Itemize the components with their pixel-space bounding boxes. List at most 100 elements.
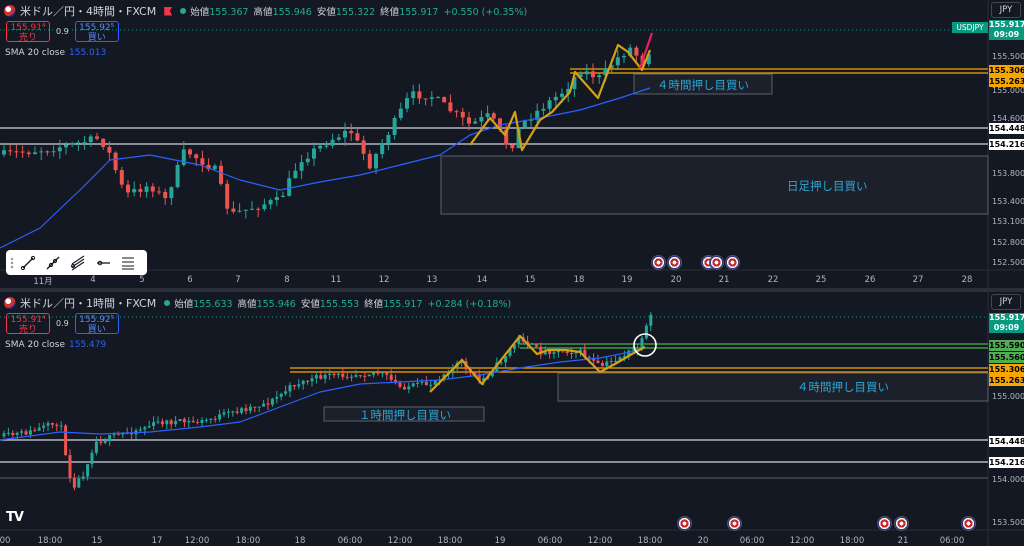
candle-body <box>231 411 235 413</box>
sma-legend[interactable]: SMA 20 close 155.013 <box>5 48 106 58</box>
time-axis-label: 18:00 <box>235 536 261 546</box>
us-event-icon[interactable] <box>895 517 908 530</box>
last-price: 155.917 <box>989 313 1024 322</box>
candle-body <box>587 357 591 359</box>
candle-body <box>206 164 211 170</box>
candle-body <box>42 425 46 428</box>
candle-body <box>174 421 178 425</box>
ohlc-value: +0.284 (+0.18%) <box>427 299 512 310</box>
flag-icon[interactable] <box>164 6 173 16</box>
time-axis-label: 18:00 <box>839 536 865 546</box>
us-event-icon[interactable] <box>878 517 891 530</box>
candle-body <box>473 121 478 124</box>
candle-body <box>107 146 112 153</box>
candle-body <box>50 423 54 425</box>
drag-handle-icon[interactable] <box>10 256 14 269</box>
buy-label: 買い <box>87 33 106 43</box>
candle-body <box>372 372 376 375</box>
candle-body <box>150 186 155 192</box>
candle-body <box>101 138 106 147</box>
candle-body <box>547 100 552 109</box>
ohlc-key: 終値 <box>364 299 384 310</box>
candle-body <box>262 403 266 407</box>
candle-body <box>297 384 301 387</box>
level-tag: 154.216 <box>989 139 1024 150</box>
candle-body <box>600 362 604 367</box>
spread-value: 0.9 <box>56 27 69 36</box>
pane-divider[interactable] <box>0 288 1024 292</box>
candle-body <box>95 136 99 139</box>
us-event-icon[interactable] <box>652 256 665 269</box>
zone-label-4h-pullback[interactable]: ４時間押し目買い <box>797 380 889 394</box>
candle-body <box>386 134 391 144</box>
sell-button[interactable]: 155.91⁴ 売り <box>6 313 50 335</box>
level-tag: 154.216 <box>989 457 1024 468</box>
buy-button[interactable]: 155.92⁵ 買い <box>74 313 119 335</box>
zone-label-4h-pullback[interactable]: ４時間押し目買い <box>657 78 749 92</box>
symbol-title[interactable]: 米ドル／円・4時間・FXCM <box>20 5 157 18</box>
candle-body <box>498 118 502 130</box>
candle-body <box>411 383 415 387</box>
candle-body <box>181 149 186 165</box>
candle-body <box>59 425 63 427</box>
symbol-title[interactable]: 米ドル／円・1時間・FXCM <box>20 297 157 310</box>
sell-button[interactable]: 155.91⁴ 売り <box>6 21 50 43</box>
highlight-circle <box>633 333 657 357</box>
jp-event-icon[interactable] <box>962 517 975 530</box>
candle-body <box>244 408 248 411</box>
candle-body <box>160 421 164 425</box>
candle-body <box>130 433 134 435</box>
candle-body <box>305 158 310 163</box>
price-axis-label: 155.000 <box>992 86 1024 95</box>
candle-body <box>504 129 509 145</box>
plot-area <box>0 0 988 270</box>
us-event-icon[interactable] <box>678 517 691 530</box>
candle-body <box>460 111 465 118</box>
candle-body <box>627 350 631 357</box>
candle-body <box>411 91 416 99</box>
candle-body <box>565 351 569 354</box>
zone-label-1h-pullback[interactable]: １時間押し目買い <box>359 408 451 422</box>
sma-legend[interactable]: SMA 20 close 155.479 <box>5 340 106 350</box>
chart-pane-4h[interactable]: 米ドル／円・4時間・FXCM 始値155.367 高値155.946 安値155.3… <box>0 0 1024 288</box>
ray-icon[interactable] <box>42 253 64 273</box>
currency-button[interactable]: JPY <box>991 294 1021 310</box>
fib-icon[interactable] <box>117 253 139 273</box>
chart-canvas-4h[interactable] <box>0 0 1024 288</box>
horizontal-ray-icon[interactable] <box>92 253 114 273</box>
candle-body <box>86 464 90 477</box>
us-event-icon[interactable] <box>668 256 681 269</box>
time-axis-label: 06:00 <box>537 536 563 546</box>
chart-pane-1h[interactable]: 米ドル／円・1時間・FXCM 始値155.633 高値155.946 安値155.5… <box>0 292 1024 546</box>
currency-button[interactable]: JPY <box>991 2 1021 18</box>
time-axis-label: 06:00 <box>939 536 965 546</box>
price-axis-label: 152.800 <box>992 238 1024 247</box>
us-event-icon[interactable] <box>710 256 723 269</box>
pitchfork-icon[interactable] <box>67 253 89 273</box>
candle-body <box>2 150 6 155</box>
zigzag-line <box>429 334 646 393</box>
jp-event-icon[interactable] <box>726 256 739 269</box>
candle-body <box>213 418 217 420</box>
candle-body <box>226 411 230 413</box>
trade-panel: 155.91⁴ 売り 0.9 155.92⁵ 買い <box>6 313 119 335</box>
time-axis-label: 00 <box>0 536 11 546</box>
candle-body <box>350 376 354 378</box>
ohlc-key: 安値 <box>300 299 320 310</box>
tradingview-logo[interactable]: TV <box>6 510 24 525</box>
time-axis-label: 18:00 <box>637 536 663 546</box>
trend-line-icon[interactable] <box>17 253 39 273</box>
candle-body <box>640 338 644 349</box>
candle-body <box>485 113 490 118</box>
buy-button[interactable]: 155.92⁵ 買い <box>74 21 119 43</box>
candle-body <box>417 91 422 99</box>
zone-label-daily-pullback[interactable]: 日足押し目買い <box>787 179 868 193</box>
candle-body <box>460 361 464 363</box>
candle-body <box>603 68 608 76</box>
candle-body <box>402 386 406 390</box>
candle-body <box>191 420 195 422</box>
us-event-icon[interactable] <box>728 517 741 530</box>
chart-canvas-1h[interactable] <box>0 292 1024 546</box>
candle-body <box>495 362 499 373</box>
price-axis-label: 154.600 <box>992 114 1024 123</box>
